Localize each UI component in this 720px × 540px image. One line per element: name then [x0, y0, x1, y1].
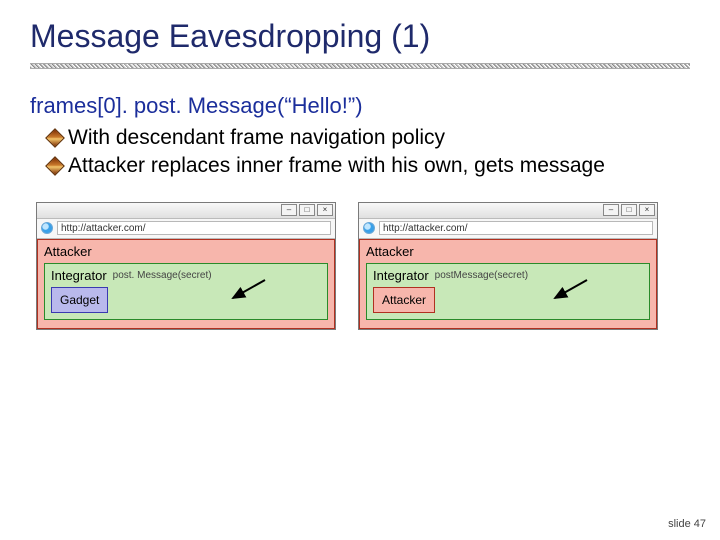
- window-titlebar: – □ ×: [37, 203, 335, 219]
- attacker-frame: Attacker Integrator post. Message(secret…: [37, 239, 335, 329]
- globe-icon: [363, 222, 375, 234]
- gadget-frame: Gadget: [51, 287, 108, 313]
- window-titlebar: – □ ×: [359, 203, 657, 219]
- integrator-label: Integrator: [51, 268, 107, 283]
- bullet-item: Attacker replaces inner frame with his o…: [48, 153, 690, 179]
- bullet-text: With descendant frame navigation policy: [68, 125, 445, 151]
- integrator-label: Integrator: [373, 268, 429, 283]
- close-button[interactable]: ×: [317, 204, 333, 216]
- bullet-text: Attacker replaces inner frame with his o…: [68, 153, 605, 179]
- post-message-label: post. Message(secret): [113, 270, 212, 281]
- diamond-bullet-icon: [45, 128, 65, 148]
- post-message-label: postMessage(secret): [435, 270, 528, 281]
- maximize-button[interactable]: □: [621, 204, 637, 216]
- slide-root: Message Eavesdropping (1) frames[0]. pos…: [0, 0, 720, 540]
- minimize-button[interactable]: –: [281, 204, 297, 216]
- minimize-button[interactable]: –: [603, 204, 619, 216]
- attacker-label: Attacker: [366, 244, 650, 259]
- slide-number: slide 47: [668, 518, 706, 530]
- integrator-row: Integrator post. Message(secret): [51, 268, 321, 283]
- browser-window-left: – □ × http://attacker.com/ Attacker Inte…: [36, 202, 336, 330]
- attacker-frame: Attacker Integrator postMessage(secret) …: [359, 239, 657, 329]
- url-field[interactable]: http://attacker.com/: [379, 221, 653, 235]
- integrator-frame: Integrator postMessage(secret) Attacker: [366, 263, 650, 320]
- slide-title: Message Eavesdropping (1): [30, 18, 690, 55]
- bullet-item: With descendant frame navigation policy: [48, 125, 690, 151]
- diamond-bullet-icon: [45, 156, 65, 176]
- inner-attacker-label: Attacker: [382, 293, 426, 307]
- maximize-button[interactable]: □: [299, 204, 315, 216]
- code-line: frames[0]. post. Message(“Hello!”): [30, 93, 690, 119]
- inner-attacker-frame: Attacker: [373, 287, 435, 313]
- url-field[interactable]: http://attacker.com/: [57, 221, 331, 235]
- gadget-label: Gadget: [60, 293, 99, 307]
- globe-icon: [41, 222, 53, 234]
- bullet-list: With descendant frame navigation policy …: [48, 125, 690, 180]
- close-button[interactable]: ×: [639, 204, 655, 216]
- arrow-icon: [227, 278, 269, 304]
- address-bar: http://attacker.com/: [37, 219, 335, 239]
- browser-window-right: – □ × http://attacker.com/ Attacker Inte…: [358, 202, 658, 330]
- integrator-frame: Integrator post. Message(secret) Gadget: [44, 263, 328, 320]
- integrator-row: Integrator postMessage(secret): [373, 268, 643, 283]
- arrow-icon: [549, 278, 591, 304]
- figures-row: – □ × http://attacker.com/ Attacker Inte…: [30, 202, 690, 330]
- address-bar: http://attacker.com/: [359, 219, 657, 239]
- title-divider: [30, 63, 690, 69]
- attacker-label: Attacker: [44, 244, 328, 259]
